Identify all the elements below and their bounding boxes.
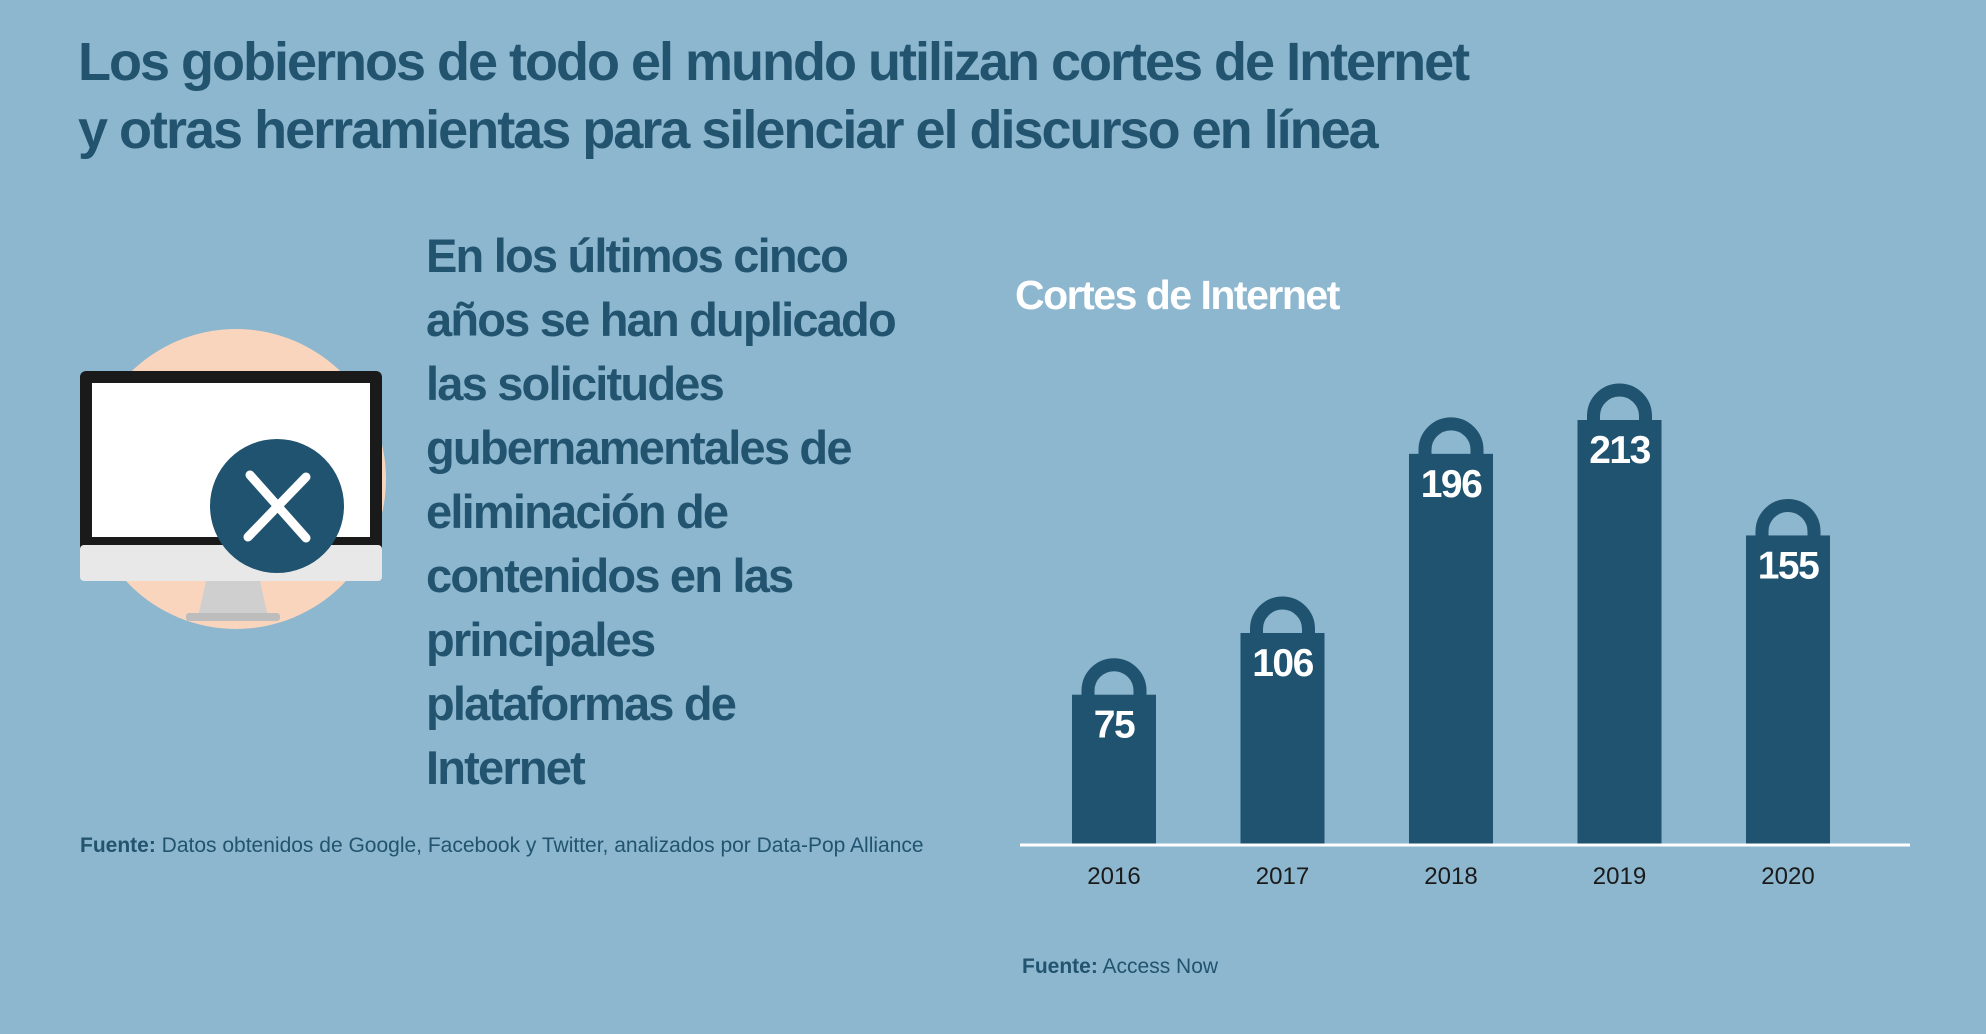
monitor-with-x-icon xyxy=(78,325,398,635)
bar-value-label: 155 xyxy=(1758,544,1819,587)
stat-line: plataformas de xyxy=(426,677,737,730)
source-left-label: Fuente: xyxy=(80,834,156,857)
bar-lock-shackle xyxy=(1250,596,1315,655)
stat-line: Internet xyxy=(426,741,586,794)
bar xyxy=(1240,632,1325,844)
headline: Los gobiernos de todo el mundo utilizan … xyxy=(78,28,1678,164)
stat-line: En los últimos cinco xyxy=(426,229,849,282)
source-left-text: Datos obtenidos de Google, Facebook y Tw… xyxy=(155,834,924,857)
source-right-text: Access Now xyxy=(1097,955,1219,978)
headline-line-1: Los gobiernos de todo el mundo utilizan … xyxy=(78,32,1470,92)
x-tick-label: 2020 xyxy=(1761,863,1814,890)
bar-value-label: 106 xyxy=(1252,642,1313,685)
stat-line: gubernamentales de xyxy=(426,421,852,474)
x-icon xyxy=(243,470,311,543)
bar-chart: 75 2016 106 2017 196 2018 213 2019 155 2020 xyxy=(1020,383,1910,890)
source-left: Fuente: Datos obtenidos de Google, Faceb… xyxy=(80,834,924,858)
source-right: Fuente: Access Now xyxy=(1022,955,1218,979)
x-tick-label: 2019 xyxy=(1593,863,1646,890)
monitor-stand xyxy=(198,581,268,617)
bar xyxy=(1409,453,1493,844)
bar-lock-shackle xyxy=(1755,498,1821,558)
stat-text: En los últimos cinco años se han duplica… xyxy=(426,224,986,800)
bar xyxy=(1072,694,1156,844)
bar-value-label: 75 xyxy=(1094,704,1135,747)
stat-line: eliminación de xyxy=(426,485,729,538)
bar-value-label: 213 xyxy=(1589,429,1650,472)
bar-lock-shackle xyxy=(1081,658,1147,717)
stat-line: años se han duplicado xyxy=(426,293,897,346)
bar xyxy=(1746,535,1830,844)
bar xyxy=(1577,420,1662,844)
x-tick-label: 2016 xyxy=(1087,863,1140,890)
x-tick-label: 2018 xyxy=(1424,863,1477,890)
stat-line: principales xyxy=(426,613,656,666)
bar-value-label: 196 xyxy=(1421,463,1482,506)
bar-lock-shackle xyxy=(1587,383,1652,442)
source-right-label: Fuente: xyxy=(1022,955,1098,978)
headline-line-2: y otras herramientas para silenciar el d… xyxy=(78,100,1379,160)
monitor-base xyxy=(186,613,280,621)
chart-title: Cortes de Internet xyxy=(1015,272,1340,318)
bar-lock-shackle xyxy=(1418,417,1484,476)
x-tick-label: 2017 xyxy=(1256,863,1309,890)
stat-line: contenidos en las xyxy=(426,549,794,602)
stat-line: las solicitudes xyxy=(426,357,725,410)
